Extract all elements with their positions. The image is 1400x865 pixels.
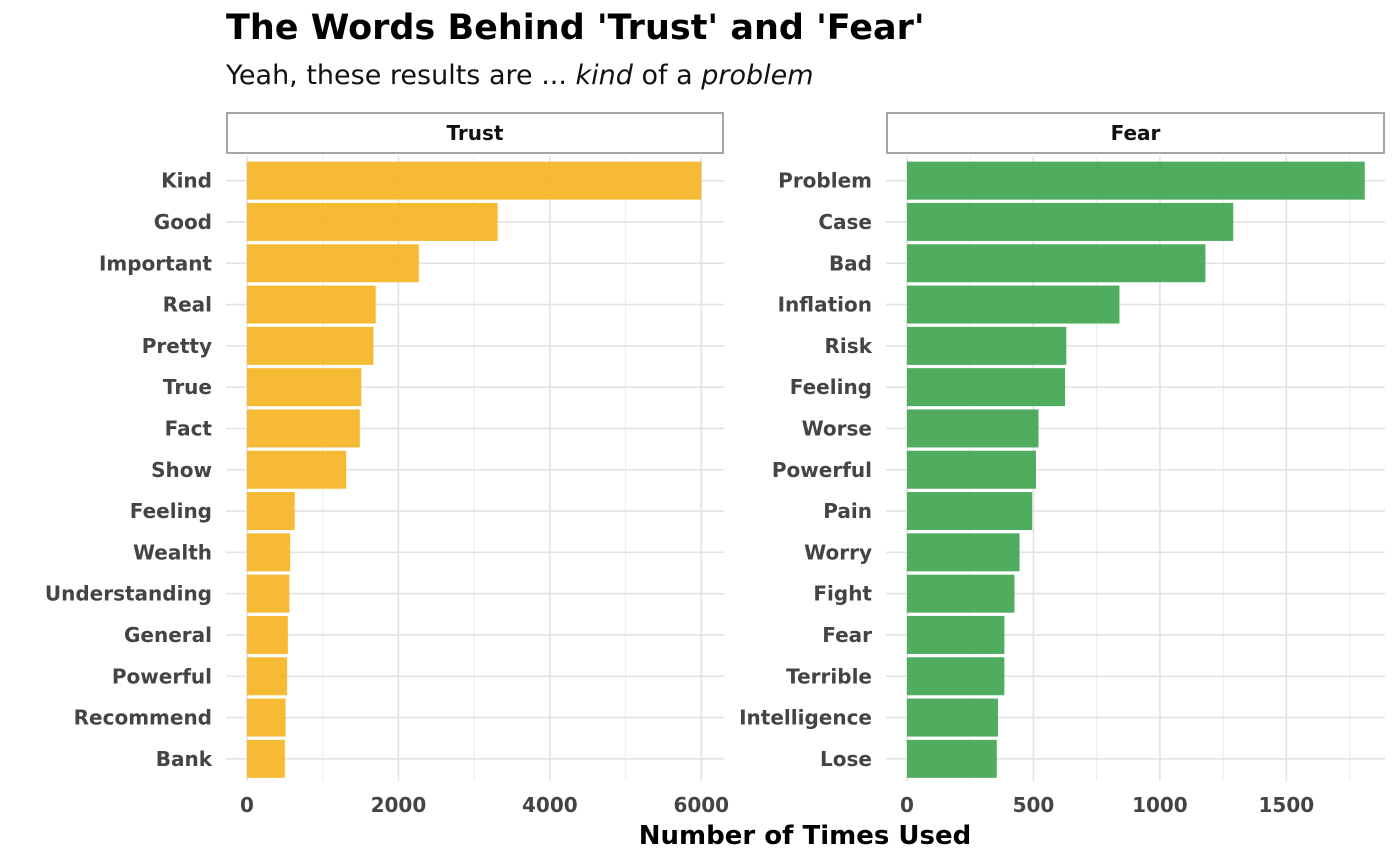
x-axis-title: Number of Times Used xyxy=(639,821,971,851)
bar-fear-fight xyxy=(907,574,1015,613)
bar-fear-inflation xyxy=(907,285,1120,324)
category-label-fear-worry: Worry xyxy=(804,540,872,564)
bar-fear-powerful xyxy=(907,450,1036,489)
category-label-trust-important: Important xyxy=(99,251,212,275)
bar-trust-fact xyxy=(247,409,360,448)
category-label-trust-pretty: Pretty xyxy=(142,334,212,358)
category-label-trust-feeling: Feeling xyxy=(130,499,212,523)
subtitle-middle: of a xyxy=(632,60,702,91)
bar-trust-true xyxy=(247,368,362,407)
x-tick-label-trust-2000: 2000 xyxy=(371,793,427,817)
category-label-trust-wealth: Wealth xyxy=(133,540,212,564)
category-label-trust-understanding: Understanding xyxy=(45,582,212,606)
bar-trust-understanding xyxy=(247,574,290,613)
bar-trust-kind xyxy=(247,161,702,200)
category-label-trust-show: Show xyxy=(151,458,212,482)
category-label-fear-risk: Risk xyxy=(825,334,873,358)
bar-trust-important xyxy=(247,244,419,283)
category-label-fear-lose: Lose xyxy=(820,747,872,771)
bar-fear-fear xyxy=(907,615,1005,654)
category-label-trust-fact: Fact xyxy=(165,416,213,440)
category-label-fear-terrible: Terrible xyxy=(786,664,872,688)
facet-strip-trust xyxy=(226,112,724,154)
bar-trust-general xyxy=(247,615,288,654)
panel-trust: Trust Kind Good Important Real Pretty True Fact… xyxy=(45,112,729,817)
facet-strip-fear xyxy=(886,112,1385,154)
bar-fear-problem xyxy=(907,161,1365,200)
category-label-trust-general: General xyxy=(124,623,212,647)
bar-fear-bad xyxy=(907,244,1206,283)
x-tick-label-fear-500: 500 xyxy=(1013,793,1055,817)
x-tick-label-fear-1000: 1000 xyxy=(1132,793,1188,817)
category-label-fear-worse: Worse xyxy=(802,416,872,440)
bar-fear-worry xyxy=(907,533,1020,572)
subtitle-prefix: Yeah, these results are ... xyxy=(226,60,576,91)
category-label-fear-pain: Pain xyxy=(823,499,872,523)
x-tick-label-trust-4000: 4000 xyxy=(522,793,578,817)
bar-trust-feeling xyxy=(247,492,295,531)
bar-trust-real xyxy=(247,285,376,324)
chart-title: The Words Behind 'Trust' and 'Fear' xyxy=(226,8,925,48)
bar-fear-feeling xyxy=(907,368,1066,407)
facet-strip-label-trust: Trust xyxy=(446,121,503,145)
x-tick-label-fear-1500: 1500 xyxy=(1259,793,1315,817)
category-label-trust-bank: Bank xyxy=(156,747,213,771)
category-label-fear-feeling: Feeling xyxy=(790,375,872,399)
category-label-fear-powerful: Powerful xyxy=(772,458,872,482)
category-label-trust-true: True xyxy=(163,375,212,399)
category-label-trust-real: Real xyxy=(163,293,212,317)
facet-strip-label-fear: Fear xyxy=(1111,121,1161,145)
bar-fear-worse xyxy=(907,409,1039,448)
x-tick-label-trust-0: 0 xyxy=(240,793,254,817)
category-label-trust-powerful: Powerful xyxy=(112,664,212,688)
x-tick-label-trust-6000: 6000 xyxy=(673,793,729,817)
bar-trust-powerful xyxy=(247,657,288,696)
subtitle-word-kind: kind xyxy=(575,60,633,91)
category-label-trust-recommend: Recommend xyxy=(74,706,212,730)
bar-trust-show xyxy=(247,450,347,489)
bar-trust-pretty xyxy=(247,326,374,365)
bar-fear-terrible xyxy=(907,657,1005,696)
bar-fear-pain xyxy=(907,492,1033,531)
bar-fear-lose xyxy=(907,739,997,778)
bar-trust-wealth xyxy=(247,533,291,572)
category-label-fear-bad: Bad xyxy=(829,251,872,275)
x-tick-label-fear-0: 0 xyxy=(900,793,914,817)
category-label-fear-inflation: Inflation xyxy=(778,293,872,317)
category-label-fear-intelligence: Intelligence xyxy=(739,706,872,730)
bar-trust-bank xyxy=(247,739,285,778)
category-label-fear-case: Case xyxy=(818,210,872,234)
category-label-fear-fight: Fight xyxy=(813,582,872,606)
category-label-trust-kind: Kind xyxy=(161,169,212,193)
bar-trust-recommend xyxy=(247,698,286,737)
bar-fear-risk xyxy=(907,326,1067,365)
bar-fear-intelligence xyxy=(907,698,999,737)
bar-trust-good xyxy=(247,202,498,241)
category-label-fear-problem: Problem xyxy=(778,169,872,193)
panel-fear: Fear Problem Case Bad Inflation Risk Feeling Wo… xyxy=(739,112,1385,817)
subtitle-word-problem: problem xyxy=(701,60,814,91)
chart-subtitle: Yeah, these results are ... kind of a pr… xyxy=(226,60,814,91)
category-label-fear-fear: Fear xyxy=(822,623,872,647)
category-label-trust-good: Good xyxy=(154,210,212,234)
bar-fear-case xyxy=(907,202,1234,241)
